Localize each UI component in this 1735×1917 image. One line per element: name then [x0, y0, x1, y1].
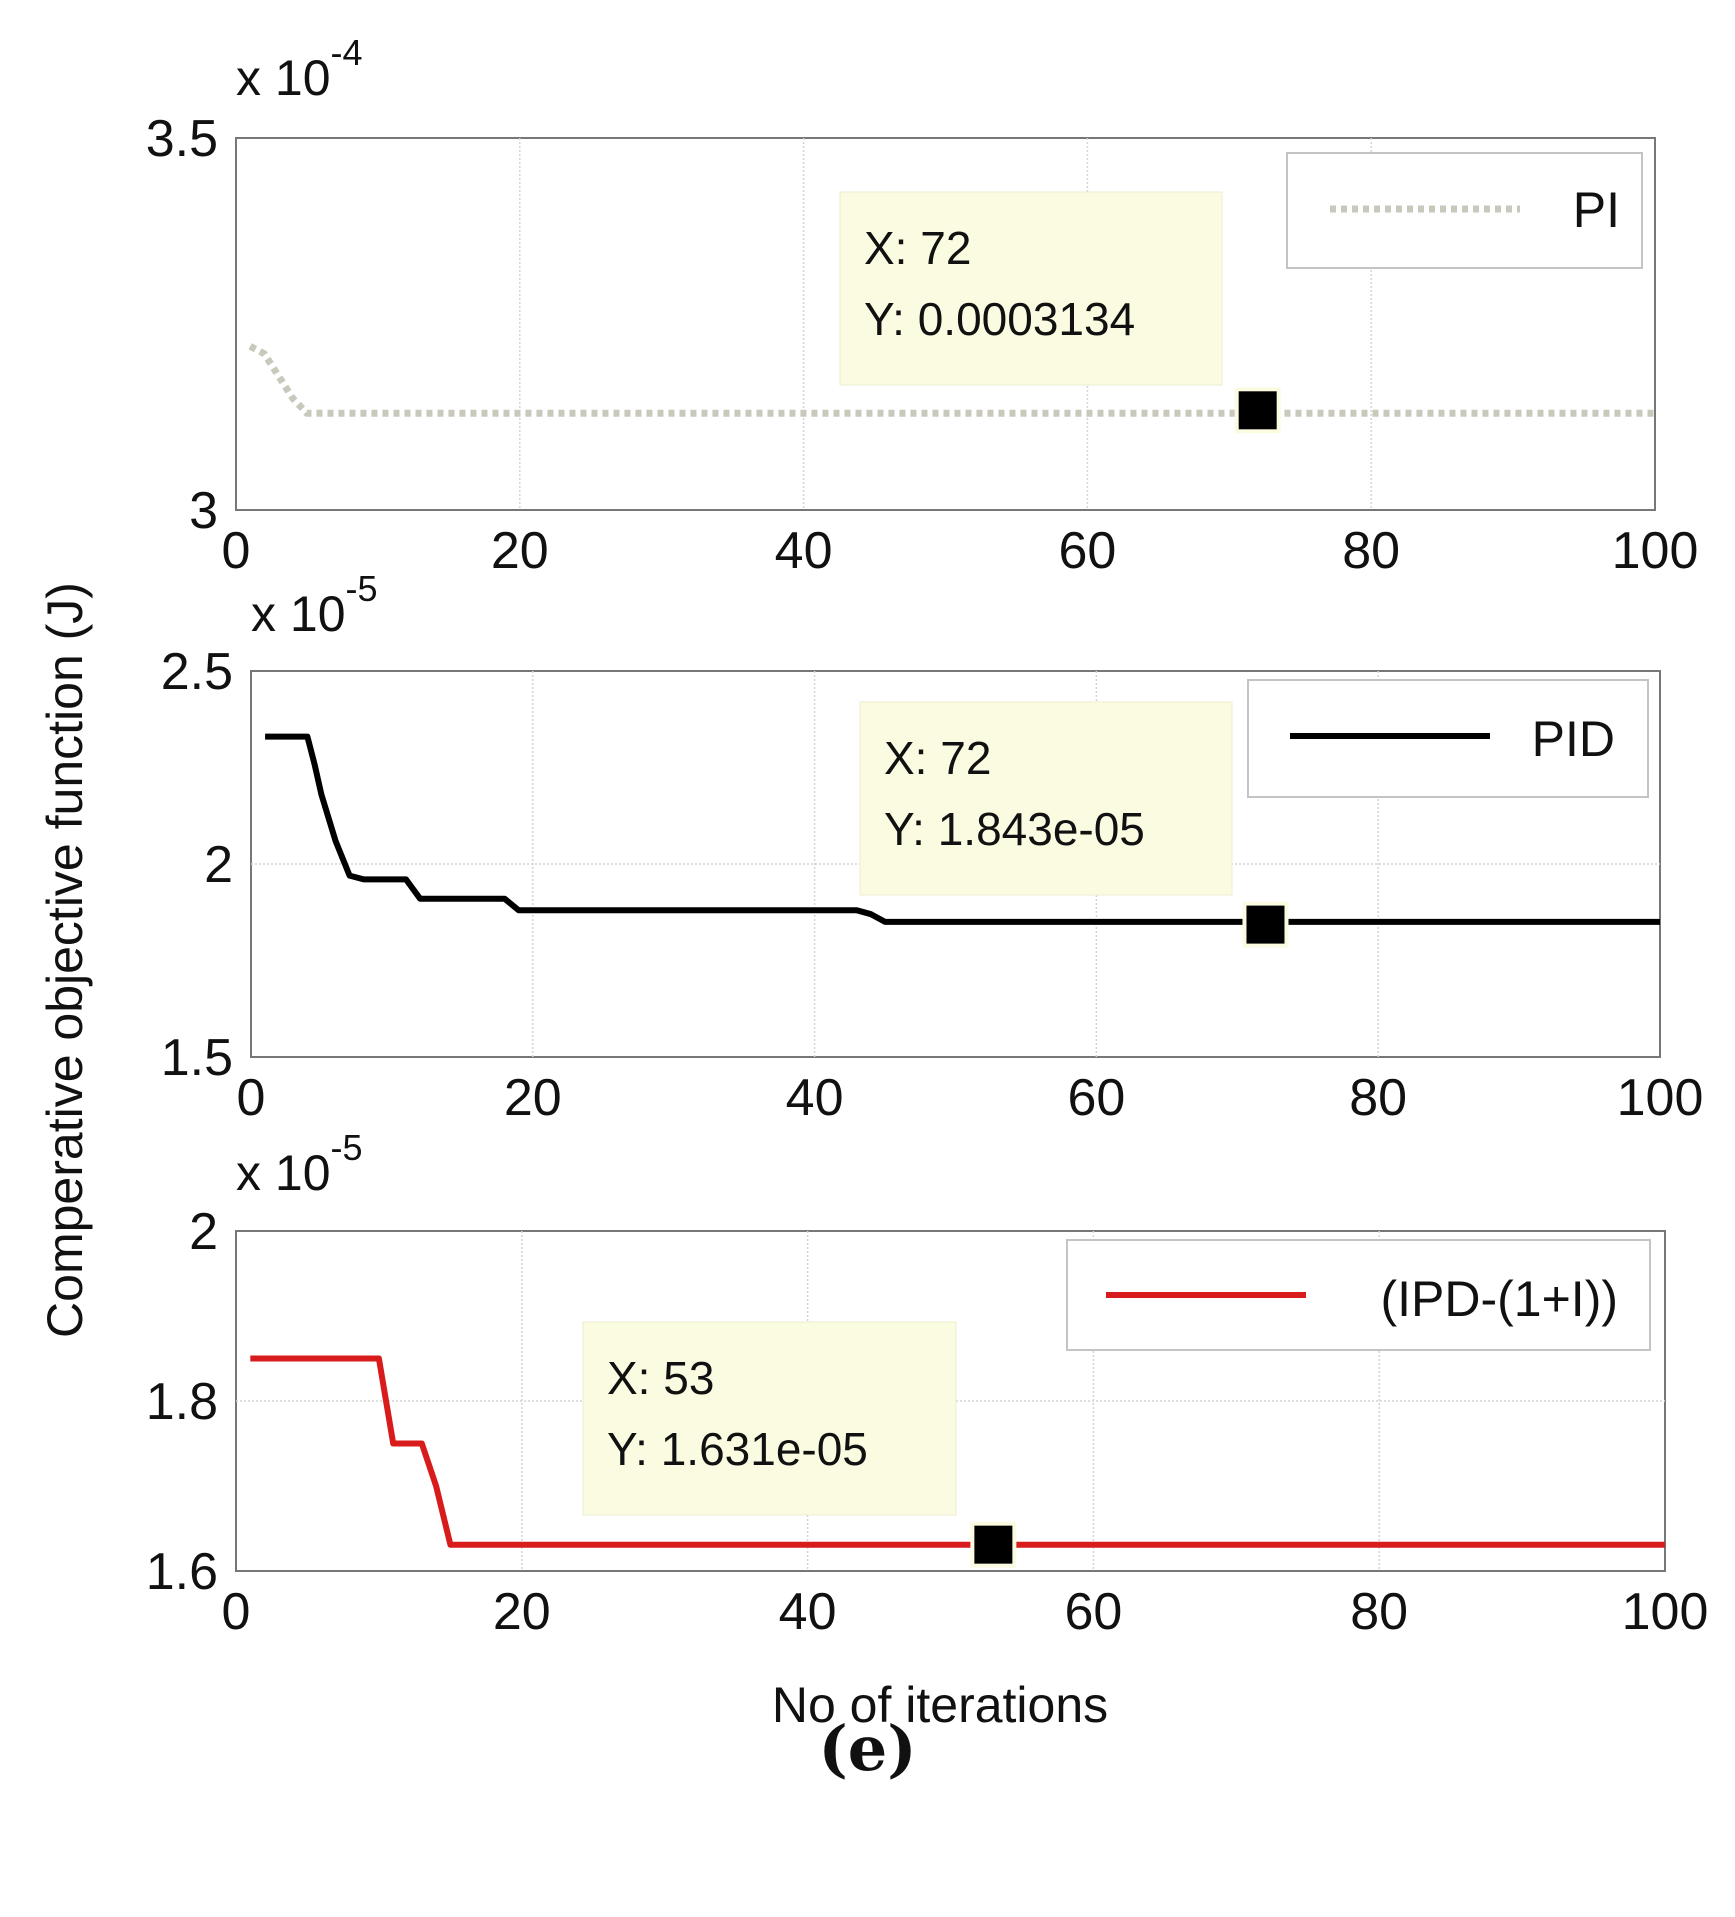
- axis-scale-label: x 10-5: [236, 1127, 363, 1201]
- datatip-x: X: 53: [607, 1352, 714, 1404]
- x-tick-label: 40: [779, 1583, 837, 1641]
- x-tick-label: 20: [491, 522, 549, 580]
- x-tick-label: 40: [786, 1069, 844, 1127]
- y-tick-label: 1.6: [146, 1543, 218, 1601]
- y-tick-label: 2: [204, 836, 233, 894]
- x-tick-label: 60: [1058, 522, 1116, 580]
- y-tick-label: 3.5: [146, 110, 218, 168]
- y-axis-label: Comperative objective function (J): [37, 582, 93, 1338]
- subplot-2: 0 20 40 60 80 100 1.5 2 2.5 x 10-5 X: 72 Y: 1.843e-…: [161, 568, 1704, 1127]
- x-tick-label: 20: [493, 1583, 551, 1641]
- x-tick-label: 0: [222, 522, 251, 580]
- datatip-x: X: 72: [884, 732, 991, 784]
- datatip-box: [859, 701, 1233, 896]
- x-tick-label: 100: [1612, 522, 1699, 580]
- y-tick-label: 2: [189, 1203, 218, 1261]
- datatip-box: [839, 191, 1223, 386]
- x-axis-label: No of iterations: [772, 1677, 1108, 1733]
- datatip-y: Y: 1.843e-05: [884, 803, 1145, 855]
- axis-scale-exponent: -5: [346, 568, 378, 609]
- x-tick-label: 100: [1622, 1583, 1709, 1641]
- legend-label: PID: [1532, 711, 1615, 767]
- panel-label: (e): [818, 1712, 917, 1785]
- x-tick-label: 0: [222, 1583, 251, 1641]
- datatip-y: Y: 1.631e-05: [607, 1423, 868, 1475]
- y-tick-label: 2.5: [161, 643, 233, 701]
- legend-label: PI: [1573, 182, 1620, 238]
- y-tick-label: 3: [189, 482, 218, 540]
- datatip-marker: [970, 1521, 1017, 1568]
- axis-scale-exponent: -4: [331, 32, 363, 73]
- x-tick-label: 80: [1349, 1069, 1407, 1127]
- x-tick-label: 40: [775, 522, 833, 580]
- y-tick-label: 1.5: [161, 1029, 233, 1087]
- axis-scale-label: x 10-5: [251, 568, 378, 642]
- x-tick-label: 0: [237, 1069, 266, 1127]
- x-tick-label: 80: [1350, 1583, 1408, 1641]
- datatip-marker: [1234, 387, 1281, 434]
- legend-label: (IPD-(1+I)): [1381, 1271, 1619, 1327]
- x-tick-label: 60: [1064, 1583, 1122, 1641]
- x-tick-label: 20: [504, 1069, 562, 1127]
- axis-scale-exponent: -5: [331, 1127, 363, 1168]
- datatip-x: X: 72: [864, 222, 971, 274]
- series-line-PI: [248, 343, 1655, 417]
- datatip-box: [582, 1321, 957, 1516]
- axis-scale-label: x 10-4: [236, 32, 363, 106]
- subplot-3: 0 20 40 60 80 100 1.6 1.8 2 x 10-5 X: 53 Y: 1.631e-…: [146, 1127, 1709, 1641]
- series-line-(IPD-(1+I)): [250, 1355, 1665, 1548]
- datatip-y: Y: 0.0003134: [864, 293, 1135, 345]
- x-tick-label: 60: [1067, 1069, 1125, 1127]
- x-tick-label: 100: [1617, 1069, 1704, 1127]
- y-tick-label: 1.8: [146, 1373, 218, 1431]
- series-line-PID: [265, 733, 1660, 925]
- x-tick-label: 80: [1342, 522, 1400, 580]
- subplot-1: 0 20 40 60 80 100 3 3.5 x 10-4 X: 72 Y: 0.0003134 P…: [146, 32, 1699, 580]
- datatip-marker: [1242, 901, 1289, 948]
